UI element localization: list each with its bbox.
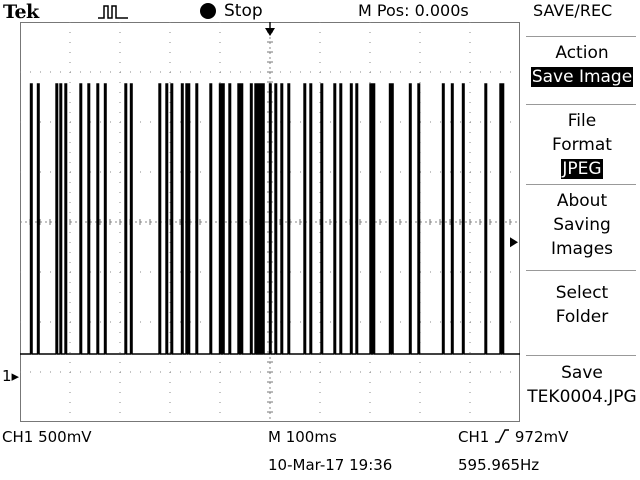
pulse-mark bbox=[188, 84, 190, 354]
pulse-mark bbox=[186, 84, 188, 354]
menu-separator bbox=[526, 36, 636, 37]
pulse-mark bbox=[391, 84, 394, 354]
date-time-readout: 10-Mar-17 19:36 bbox=[268, 456, 393, 474]
pulse-mark bbox=[259, 84, 262, 354]
pulse-mark bbox=[219, 84, 222, 354]
pulse-mark bbox=[229, 84, 231, 354]
rising-edge-icon bbox=[495, 429, 510, 443]
pulse-mark bbox=[65, 84, 67, 354]
pulse-mark bbox=[104, 84, 107, 354]
trigger-position-icon bbox=[265, 28, 275, 36]
pulse-mark bbox=[159, 84, 161, 354]
pulse-mark bbox=[250, 84, 253, 354]
pulse-mark bbox=[238, 84, 240, 354]
pulse-mark bbox=[370, 84, 372, 354]
pulse-mark bbox=[310, 84, 312, 354]
pulse-mark bbox=[181, 84, 184, 354]
pulse-mark bbox=[196, 84, 198, 354]
pulse-mark bbox=[334, 84, 336, 354]
pulse-mark bbox=[256, 84, 259, 354]
pulse-trigger-icon bbox=[98, 5, 128, 19]
pulse-mark bbox=[409, 84, 412, 354]
menu-title: SAVE/REC bbox=[533, 1, 613, 20]
stop-indicator-icon bbox=[200, 3, 216, 19]
status-bar: Tek Stop M Pos: 0.000s SAVE/REC bbox=[0, 0, 640, 24]
horizontal-position-readout: M Pos: 0.000s bbox=[358, 1, 469, 20]
menu-save-line-1: Save bbox=[561, 363, 603, 383]
waveform-display bbox=[20, 22, 520, 422]
pulse-mark bbox=[56, 84, 58, 354]
pulse-mark bbox=[356, 84, 358, 354]
menu-select-folder-line-2: Folder bbox=[555, 307, 609, 327]
pulse-mark bbox=[166, 84, 168, 354]
menu-select-folder-line-1: Select bbox=[555, 283, 609, 303]
menu-action-title: Action bbox=[555, 43, 609, 63]
menu-separator bbox=[526, 184, 636, 185]
pulse-mark bbox=[502, 84, 504, 354]
pulse-mark bbox=[125, 84, 127, 354]
menu-separator bbox=[526, 270, 636, 271]
trigger-source: CH1 bbox=[458, 428, 490, 446]
pulse-mark bbox=[451, 84, 454, 354]
frequency-readout: 595.965Hz bbox=[458, 456, 540, 474]
menu-save-filename: TEK0004.JPG bbox=[527, 387, 637, 407]
menu-about-line-3: Images bbox=[550, 239, 614, 259]
pulse-mark bbox=[500, 84, 502, 354]
pulse-mark bbox=[262, 84, 265, 354]
pulse-mark bbox=[442, 84, 445, 354]
pulse-mark bbox=[88, 84, 90, 354]
menu-about-saving-button[interactable]: About Saving Images bbox=[524, 189, 640, 261]
acquisition-status: Stop bbox=[224, 1, 263, 21]
graticule-markers bbox=[265, 22, 518, 248]
pulse-mark bbox=[275, 84, 277, 354]
menu-select-folder-button[interactable]: Select Folder bbox=[524, 281, 640, 329]
pulse-mark bbox=[258, 84, 260, 354]
timebase-readout: M 100ms bbox=[268, 428, 337, 446]
pulse-mark bbox=[321, 84, 323, 354]
right-arrow-icon: ▸ bbox=[11, 367, 20, 385]
menu-separator bbox=[526, 355, 636, 356]
pulse-mark bbox=[80, 84, 82, 354]
pulse-mark bbox=[37, 84, 40, 354]
pulse-mark bbox=[373, 84, 375, 354]
menu-separator bbox=[526, 104, 636, 105]
menu-action-value: Save Image bbox=[530, 67, 634, 87]
pulse-mark bbox=[255, 84, 257, 354]
pulse-marks bbox=[30, 84, 504, 354]
pulse-mark bbox=[418, 84, 420, 354]
menu-action-button[interactable]: Action Save Image bbox=[524, 41, 640, 89]
menu-file-format-button[interactable]: File Format JPEG bbox=[524, 109, 640, 181]
trigger-level: 972mV bbox=[514, 428, 569, 446]
pulse-mark bbox=[340, 84, 342, 354]
pulse-mark bbox=[261, 84, 263, 354]
menu-file-format-value: JPEG bbox=[561, 159, 603, 179]
pulse-mark bbox=[171, 84, 173, 354]
pulse-mark bbox=[210, 84, 212, 354]
menu-file-format-title-1: File bbox=[567, 111, 597, 131]
ch1-ground-marker: 1▸ bbox=[2, 367, 19, 385]
pulse-mark bbox=[60, 84, 62, 354]
pulse-mark bbox=[30, 84, 33, 354]
pulse-mark bbox=[462, 84, 465, 354]
pulse-mark bbox=[281, 84, 283, 354]
pulse-mark bbox=[222, 84, 225, 354]
pulse-mark bbox=[241, 84, 243, 354]
trigger-level-icon bbox=[510, 237, 518, 248]
pulse-mark bbox=[130, 84, 133, 354]
menu-about-line-1: About bbox=[556, 191, 608, 211]
pulse-mark bbox=[288, 84, 290, 354]
pulse-mark bbox=[304, 84, 306, 354]
menu-about-line-2: Saving bbox=[553, 215, 611, 235]
menu-file-format-title-2: Format bbox=[552, 135, 612, 155]
pulse-mark bbox=[269, 84, 272, 354]
brand-logo: Tek bbox=[3, 1, 39, 23]
trigger-readout: CH1 972mV bbox=[458, 428, 568, 446]
pulse-mark bbox=[350, 84, 353, 354]
pulse-mark bbox=[97, 84, 99, 354]
ch1-marker-label: 1 bbox=[2, 367, 12, 385]
pulse-mark bbox=[485, 84, 487, 354]
ch1-scale-readout: CH1 500mV bbox=[2, 428, 92, 446]
pulse-mark bbox=[389, 84, 392, 354]
menu-save-button[interactable]: Save TEK0004.JPG bbox=[524, 361, 640, 409]
